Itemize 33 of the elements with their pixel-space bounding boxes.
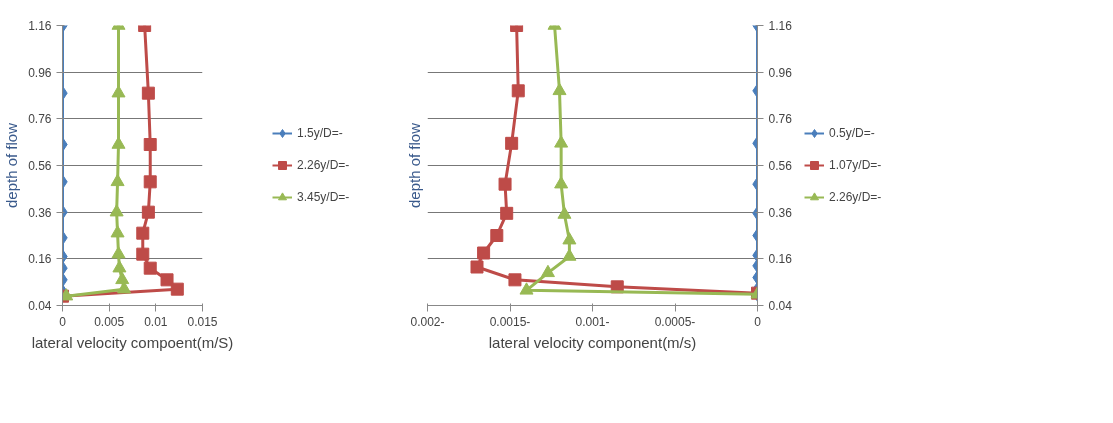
- x-tick-label: 0.0005-: [654, 314, 696, 329]
- y-tick-label: 1.16: [28, 19, 52, 33]
- legend-label: 1.5y/D=-: [297, 126, 343, 140]
- x-tick-label: 0.005: [94, 314, 125, 329]
- legend-label: 0.5y/D=-: [829, 126, 875, 140]
- y-tick-label: 0.36: [28, 205, 52, 220]
- x-tick-label: 0.0015-: [489, 314, 531, 329]
- x-tick-label: 0.015: [187, 314, 218, 329]
- x-axis-title: lateral velocity compoent(m/S): [31, 333, 234, 351]
- legend-label: 2.26y/D=-: [829, 190, 882, 204]
- y-tick-label: 0.96: [28, 65, 52, 80]
- y-tick-label: 0.76: [28, 112, 52, 127]
- y-tick-label: 0.04: [768, 299, 793, 313]
- legend-label: 3.45y/D=-: [297, 190, 350, 204]
- y-tick-label: 0.04: [28, 299, 52, 313]
- x-tick-label: 0: [59, 314, 67, 329]
- x-tick-label: 0.01: [144, 314, 168, 329]
- x-tick-label: 0.002-: [410, 314, 445, 329]
- y-tick-label: 0.16: [28, 252, 52, 267]
- y-tick-label: 0.76: [768, 112, 793, 127]
- y-tick-label: 0.56: [28, 159, 52, 173]
- y-axis-title: depth of flow: [405, 122, 423, 209]
- y-tick-label: 0.16: [768, 252, 793, 267]
- legend-label: 1.07y/D=-: [829, 158, 882, 172]
- y-tick-label: 0.36: [768, 205, 793, 220]
- x-tick-label: 0.001-: [575, 314, 610, 329]
- y-tick-label: 0.96: [768, 65, 793, 80]
- x-axis-title: lateral velocity component(m/s): [488, 333, 697, 351]
- x-tick-label: 0: [754, 314, 762, 329]
- y-tick-label: 0.56: [768, 159, 793, 173]
- y-axis-title: depth of flow: [3, 122, 21, 209]
- y-tick-label: 1.16: [768, 19, 793, 33]
- legend-label: 2.26y/D=-: [297, 158, 350, 172]
